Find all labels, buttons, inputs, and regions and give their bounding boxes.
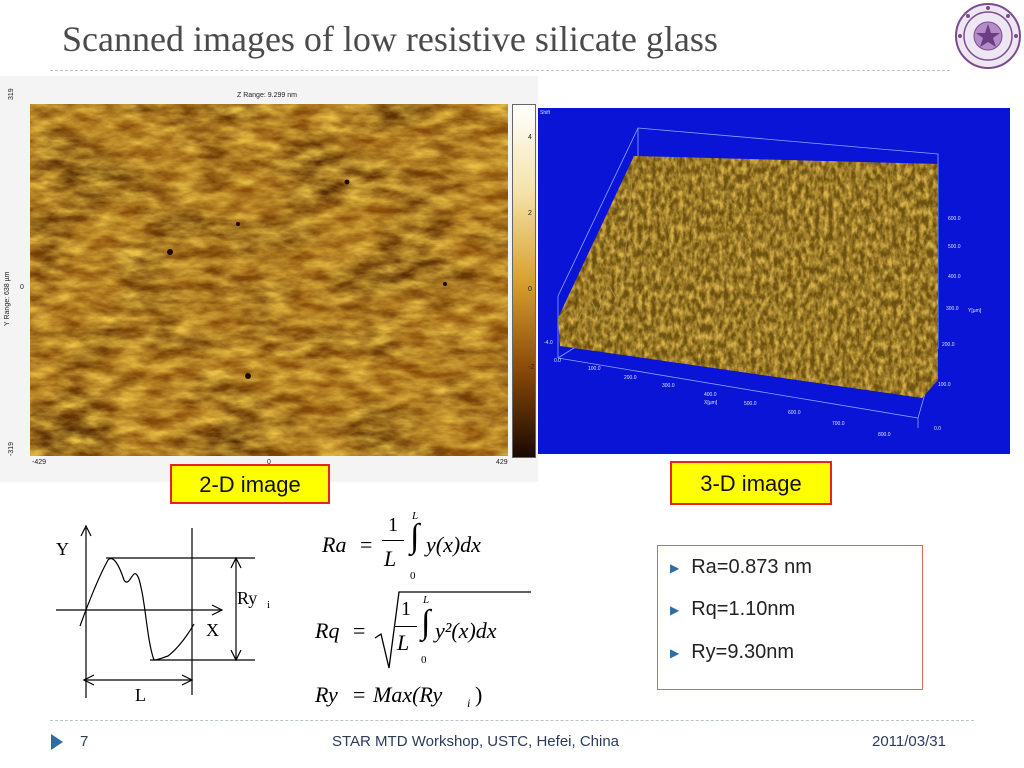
y-tick-top: 319 xyxy=(8,88,15,100)
ra-upper-limit: L xyxy=(412,510,419,522)
x-tick-left: -429 xyxy=(32,459,47,466)
x-tick-2: 200.0 xyxy=(624,375,637,381)
ra-equals: = xyxy=(360,532,373,557)
ra-body: y(x)dx xyxy=(426,532,481,557)
footer-center-text: STAR MTD Workshop, USTC, Hefei, China xyxy=(332,733,620,750)
result-ra-text: Ra=0.873 nm xyxy=(691,556,812,578)
ry-equals: = xyxy=(353,682,366,707)
bullet-arrow-icon: ▶ xyxy=(670,560,680,575)
result-ra: ▶ Ra=0.873 nm xyxy=(670,556,812,579)
y-tick-bottom: -319 xyxy=(8,441,15,456)
ry-rhs: Max(Ry xyxy=(373,682,443,707)
ry-lhs: Ry xyxy=(315,682,338,707)
y-tick-0: 0.0 xyxy=(934,426,941,432)
afm-2d-panel: Z Range: 9.299 nm Y Range: 638 µm 319 0 … xyxy=(0,76,538,482)
rq-integral: ∫ xyxy=(421,604,431,641)
slide-title: Scanned images of low resistive silicate… xyxy=(62,19,718,59)
afm-3d-panel: -4.0 Shift 0.0 100.0 200.0 300.0 400.0 5… xyxy=(538,108,1010,454)
ra-integral: ∫ xyxy=(410,518,420,555)
label-3d-image: 3-D image xyxy=(670,461,832,505)
corner-label: Shift xyxy=(540,110,551,116)
x-tick-0: 0.0 xyxy=(554,358,561,364)
footer-divider xyxy=(50,720,974,721)
rq-lower-limit: 0 xyxy=(421,654,427,666)
x-tick-6: 600.0 xyxy=(788,410,801,416)
y-tick-1: 100.0 xyxy=(938,382,951,388)
ra-numerator: 1 xyxy=(388,514,398,536)
x-tick-7: 700.0 xyxy=(832,421,845,427)
formula-rq: Rq = 1 L ∫ L 0 y²(x)dx xyxy=(315,588,545,673)
x-tick-3: 300.0 xyxy=(662,383,675,389)
ra-fraction-bar xyxy=(382,540,404,541)
result-ry: ▶ Ry=9.30nm xyxy=(670,641,794,664)
ra-lower-limit: 0 xyxy=(410,570,416,582)
ry-close-paren: ) xyxy=(475,682,483,707)
colorbar-tick-0: 0 xyxy=(528,286,532,293)
result-ry-text: Ry=9.30nm xyxy=(691,641,795,663)
rq-sqrt-sign xyxy=(374,591,531,669)
diagram-x-label: X xyxy=(206,620,219,640)
z-range-label: Z Range: 9.299 nm xyxy=(237,92,297,99)
rq-equals: = xyxy=(353,618,366,643)
z-tick-label: -4.0 xyxy=(544,340,553,346)
results-box: ▶ Ra=0.873 nm ▶ Rq=1.10nm ▶ Ry=9.30nm xyxy=(657,545,923,690)
y-tick-2: 200.0 xyxy=(942,342,955,348)
x-tick-8: 800.0 xyxy=(878,432,891,438)
y-tick-5: 500.0 xyxy=(948,244,961,250)
rq-fraction-bar xyxy=(395,626,417,627)
bullet-arrow-icon: ▶ xyxy=(670,645,680,660)
x-tick-right: 429 xyxy=(496,459,508,466)
footer-arrow-icon xyxy=(51,734,63,750)
x-tick-1: 100.0 xyxy=(588,366,601,372)
y-range-label: Y Range: 638 µm xyxy=(4,271,11,327)
y-tick-6: 600.0 xyxy=(948,216,961,222)
rq-denominator: L xyxy=(397,630,410,655)
footer-date: 2011/03/31 xyxy=(872,733,946,750)
label-2d-image: 2-D image xyxy=(170,464,330,504)
result-rq: ▶ Rq=1.10nm xyxy=(670,598,795,621)
diagram-l-label: L xyxy=(135,685,146,705)
diagram-y-label: Y xyxy=(56,539,69,559)
title-divider xyxy=(50,70,950,71)
rq-upper-limit: L xyxy=(423,594,430,606)
afm-3d-image: -4.0 Shift 0.0 100.0 200.0 300.0 400.0 5… xyxy=(538,108,1010,454)
colorbar-tick-2: 2 xyxy=(528,210,532,217)
diagram-ry-label: Ry xyxy=(237,588,257,608)
x-unit: X[µm] xyxy=(704,400,718,406)
y-unit: Y[µm] xyxy=(968,308,982,314)
y-tick-4: 400.0 xyxy=(948,274,961,280)
ra-lhs: Ra xyxy=(322,532,347,557)
rq-body: y²(x)dx xyxy=(435,618,497,643)
roughness-profile-diagram: Y X Ry L i xyxy=(56,524,270,705)
colorbar-tick-m2: -2 xyxy=(528,364,535,371)
y-tick-mid: 0 xyxy=(20,284,24,291)
x-tick-5: 500.0 xyxy=(744,401,757,407)
rq-numerator: 1 xyxy=(401,598,411,620)
diagram-ry-sub: i xyxy=(267,599,270,611)
x-tick-mid: 0 xyxy=(267,459,271,466)
colorbar-tick-4: 4 xyxy=(528,134,532,141)
x-tick-4: 400.0 xyxy=(704,392,717,398)
page-number: 7 xyxy=(80,733,89,750)
ry-subscript: i xyxy=(467,696,471,710)
afm-2d-image xyxy=(30,104,508,456)
colorbar xyxy=(512,104,536,458)
formula-ry: Ry = Max(Ry i ) xyxy=(315,680,545,716)
university-seal-logo xyxy=(955,3,1021,69)
bullet-arrow-icon: ▶ xyxy=(670,602,680,617)
rq-lhs: Rq xyxy=(315,618,340,643)
formula-ra: Ra = 1 L ∫ L 0 y(x)dx xyxy=(322,510,542,585)
ra-denominator: L xyxy=(384,546,397,571)
result-rq-text: Rq=1.10nm xyxy=(691,598,796,620)
y-tick-3: 300.0 xyxy=(946,306,959,312)
colorbar-tick-m4: -4 xyxy=(528,438,535,445)
